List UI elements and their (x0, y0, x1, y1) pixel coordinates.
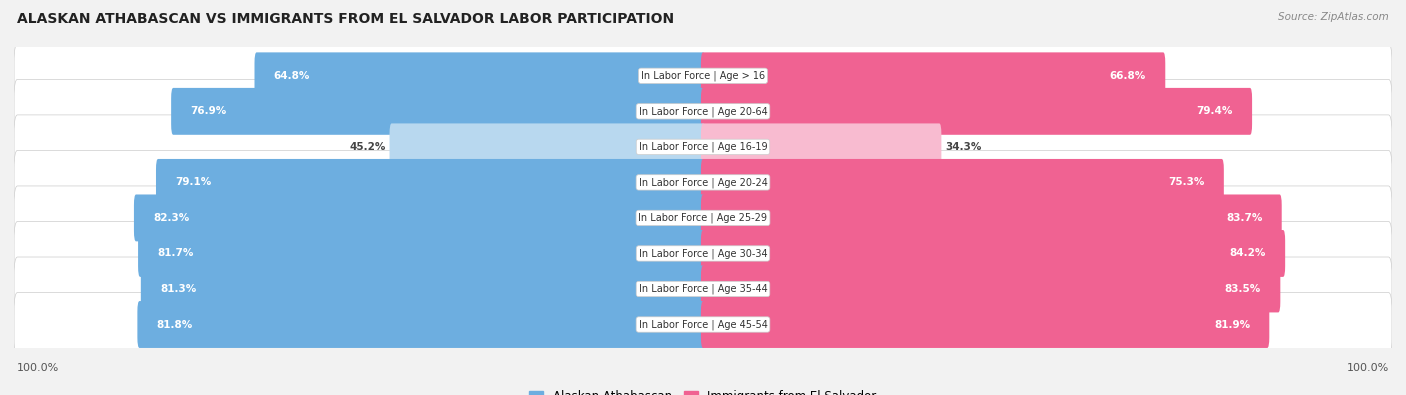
FancyBboxPatch shape (702, 88, 1253, 135)
Text: 81.7%: 81.7% (157, 248, 194, 258)
Text: 100.0%: 100.0% (1347, 363, 1389, 373)
Text: In Labor Force | Age 25-29: In Labor Force | Age 25-29 (638, 213, 768, 223)
FancyBboxPatch shape (254, 53, 704, 99)
FancyBboxPatch shape (702, 123, 942, 170)
Text: ALASKAN ATHABASCAN VS IMMIGRANTS FROM EL SALVADOR LABOR PARTICIPATION: ALASKAN ATHABASCAN VS IMMIGRANTS FROM EL… (17, 12, 673, 26)
FancyBboxPatch shape (702, 265, 1281, 312)
FancyBboxPatch shape (702, 301, 1270, 348)
Text: 83.7%: 83.7% (1226, 213, 1263, 223)
Text: 82.3%: 82.3% (153, 213, 190, 223)
Text: 79.1%: 79.1% (176, 177, 211, 187)
Text: 81.3%: 81.3% (160, 284, 197, 294)
Text: In Labor Force | Age 30-34: In Labor Force | Age 30-34 (638, 248, 768, 259)
Text: 100.0%: 100.0% (17, 363, 59, 373)
FancyBboxPatch shape (14, 115, 1392, 179)
FancyBboxPatch shape (14, 79, 1392, 143)
FancyBboxPatch shape (14, 257, 1392, 321)
Text: 66.8%: 66.8% (1109, 71, 1146, 81)
FancyBboxPatch shape (172, 88, 704, 135)
Text: 81.8%: 81.8% (156, 320, 193, 329)
FancyBboxPatch shape (138, 301, 704, 348)
FancyBboxPatch shape (702, 230, 1285, 277)
FancyBboxPatch shape (14, 44, 1392, 108)
Text: 64.8%: 64.8% (274, 71, 311, 81)
Text: 45.2%: 45.2% (350, 142, 387, 152)
FancyBboxPatch shape (14, 222, 1392, 286)
FancyBboxPatch shape (702, 53, 1166, 99)
Text: 76.9%: 76.9% (190, 106, 226, 117)
FancyBboxPatch shape (14, 150, 1392, 214)
Text: 34.3%: 34.3% (945, 142, 981, 152)
Text: Source: ZipAtlas.com: Source: ZipAtlas.com (1278, 12, 1389, 22)
Text: 79.4%: 79.4% (1197, 106, 1233, 117)
Text: 75.3%: 75.3% (1168, 177, 1205, 187)
FancyBboxPatch shape (138, 230, 704, 277)
Text: 81.9%: 81.9% (1213, 320, 1250, 329)
FancyBboxPatch shape (702, 194, 1282, 241)
FancyBboxPatch shape (702, 159, 1223, 206)
FancyBboxPatch shape (134, 194, 704, 241)
Text: 84.2%: 84.2% (1229, 248, 1265, 258)
Text: In Labor Force | Age > 16: In Labor Force | Age > 16 (641, 71, 765, 81)
Text: In Labor Force | Age 20-64: In Labor Force | Age 20-64 (638, 106, 768, 117)
Text: In Labor Force | Age 16-19: In Labor Force | Age 16-19 (638, 142, 768, 152)
FancyBboxPatch shape (14, 186, 1392, 250)
Legend: Alaskan Athabascan, Immigrants from El Salvador: Alaskan Athabascan, Immigrants from El S… (524, 385, 882, 395)
FancyBboxPatch shape (14, 293, 1392, 356)
FancyBboxPatch shape (389, 123, 704, 170)
Text: In Labor Force | Age 20-24: In Labor Force | Age 20-24 (638, 177, 768, 188)
FancyBboxPatch shape (156, 159, 704, 206)
Text: 83.5%: 83.5% (1225, 284, 1261, 294)
Text: In Labor Force | Age 35-44: In Labor Force | Age 35-44 (638, 284, 768, 294)
Text: In Labor Force | Age 45-54: In Labor Force | Age 45-54 (638, 319, 768, 330)
FancyBboxPatch shape (141, 265, 704, 312)
